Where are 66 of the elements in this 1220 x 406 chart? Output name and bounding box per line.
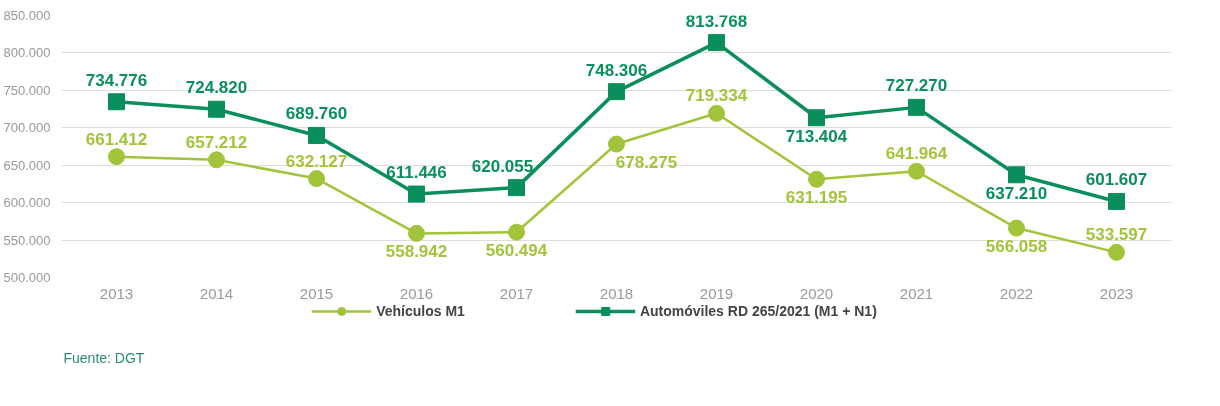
point bbox=[808, 109, 825, 127]
point bbox=[208, 100, 225, 118]
point bbox=[1108, 243, 1125, 261]
x-tick-label: 2015 bbox=[299, 284, 334, 302]
point bbox=[208, 151, 225, 169]
point bbox=[708, 34, 725, 52]
point bbox=[608, 135, 625, 153]
data-label: 632.127 bbox=[285, 151, 348, 171]
x-tick-label: 2021 bbox=[899, 284, 934, 302]
point bbox=[408, 185, 425, 203]
y-tick-label: 600.000 bbox=[3, 195, 51, 211]
data-label: 560.494 bbox=[485, 241, 548, 261]
point bbox=[1008, 219, 1025, 237]
x-tick-label: 2020 bbox=[799, 284, 834, 302]
data-label: 611.446 bbox=[386, 163, 447, 183]
x-tick-label: 2018 bbox=[599, 284, 634, 302]
point bbox=[708, 104, 725, 122]
y-tick-label: 500.000 bbox=[3, 270, 51, 285]
x-tick-label: 2016 bbox=[399, 284, 434, 302]
y-tick-label: 800.000 bbox=[3, 45, 51, 61]
point bbox=[908, 162, 925, 180]
point bbox=[1108, 192, 1125, 210]
point bbox=[108, 93, 125, 111]
x-tick-label: 2013 bbox=[99, 284, 134, 302]
data-label: 678.275 bbox=[615, 153, 678, 173]
data-label: 566.058 bbox=[985, 237, 1048, 257]
data-label: 713.404 bbox=[785, 126, 848, 146]
point bbox=[508, 179, 525, 197]
source-note: Fuente: DGT bbox=[63, 349, 145, 366]
y-tick-label: 750.000 bbox=[3, 82, 51, 98]
point bbox=[408, 224, 425, 242]
data-label: 724.820 bbox=[185, 78, 248, 98]
data-label: 631.195 bbox=[785, 188, 848, 208]
x-tick-label: 2014 bbox=[199, 284, 234, 302]
x-tick-label: 2017 bbox=[499, 284, 534, 302]
data-label: 661.412 bbox=[85, 129, 148, 149]
point bbox=[608, 83, 625, 101]
point bbox=[908, 98, 925, 116]
y-tick-label: 850.000 bbox=[3, 8, 51, 23]
point bbox=[508, 223, 525, 241]
point bbox=[308, 126, 325, 144]
x-tick-label: 2023 bbox=[1099, 284, 1134, 302]
y-tick-label: 700.000 bbox=[3, 120, 51, 136]
data-label: 719.334 bbox=[685, 86, 748, 106]
point bbox=[808, 170, 825, 188]
legend-label: Vehículos M1 bbox=[376, 303, 465, 319]
data-label: 601.607 bbox=[1085, 170, 1148, 190]
data-label: 689.760 bbox=[285, 104, 348, 124]
point bbox=[1008, 166, 1025, 184]
data-label: 748.306 bbox=[585, 60, 648, 80]
legend-label: Automóviles RD 265/2021 (M1 + N1) bbox=[639, 303, 877, 319]
data-label: 813.768 bbox=[685, 11, 748, 31]
data-label: 657.212 bbox=[185, 132, 248, 152]
data-label: 734.776 bbox=[85, 70, 148, 90]
data-label: 533.597 bbox=[1085, 225, 1148, 245]
point bbox=[108, 148, 125, 166]
x-tick-label: 2019 bbox=[699, 284, 734, 302]
y-tick-label: 650.000 bbox=[3, 157, 51, 173]
y-tick-label: 550.000 bbox=[3, 232, 51, 248]
data-label: 641.964 bbox=[885, 144, 948, 164]
data-label: 637.210 bbox=[985, 183, 1048, 203]
data-label: 620.055 bbox=[471, 156, 534, 176]
data-label: 558.942 bbox=[385, 242, 448, 262]
x-tick-label: 2022 bbox=[999, 284, 1034, 302]
point bbox=[308, 170, 325, 188]
data-label: 727.270 bbox=[885, 76, 948, 96]
